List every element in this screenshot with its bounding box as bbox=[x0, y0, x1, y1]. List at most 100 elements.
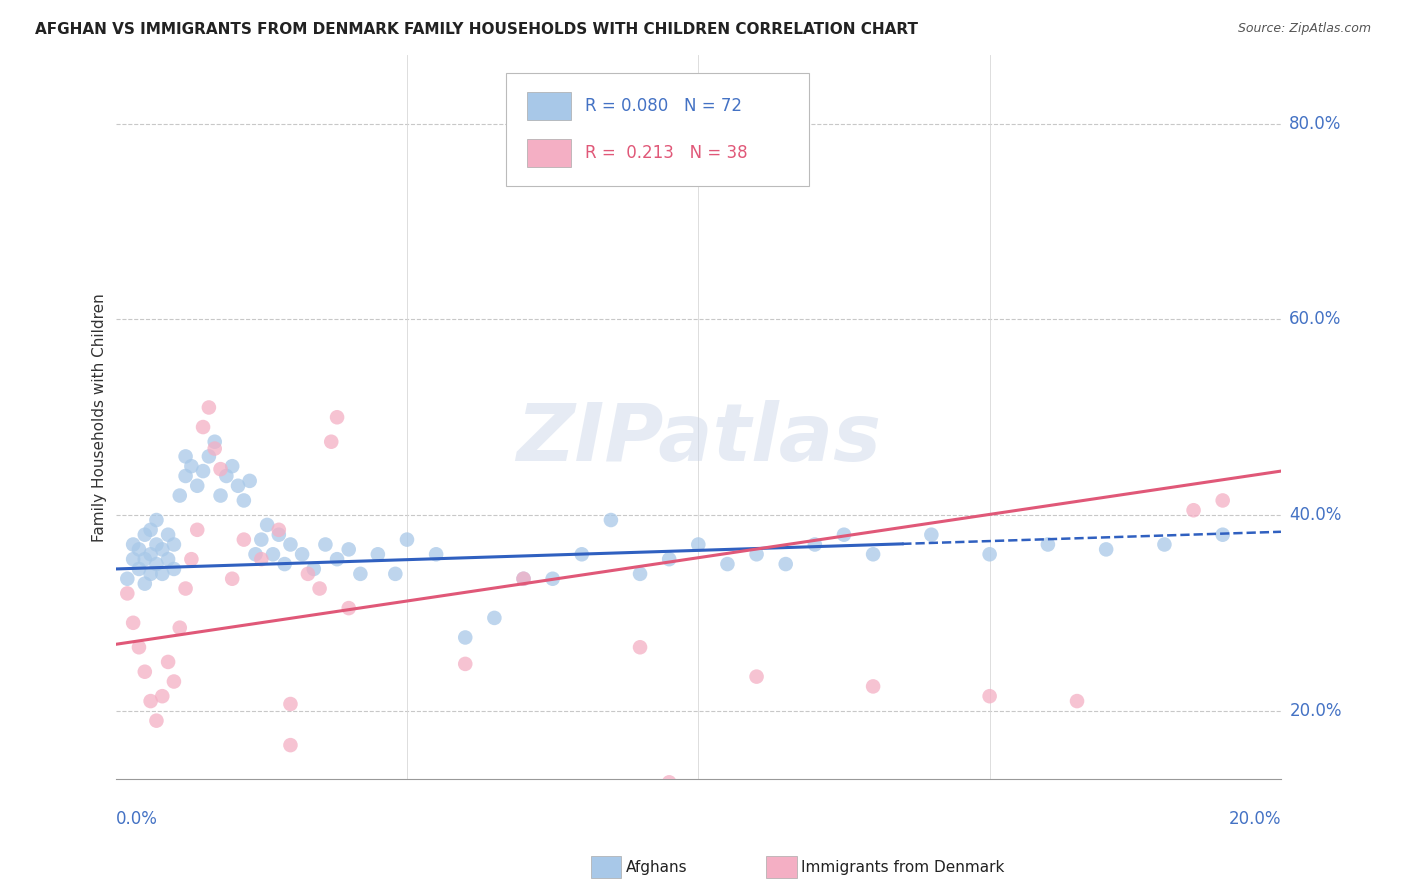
Point bbox=[163, 562, 186, 576]
Text: R =  0.213   N = 38: R = 0.213 N = 38 bbox=[585, 144, 748, 162]
Text: Source: ZipAtlas.com: Source: ZipAtlas.com bbox=[1237, 22, 1371, 36]
Point bbox=[117, 572, 139, 586]
Point bbox=[1212, 527, 1234, 541]
FancyBboxPatch shape bbox=[506, 73, 808, 186]
Point bbox=[157, 552, 180, 566]
Point bbox=[145, 513, 167, 527]
Point bbox=[267, 523, 290, 537]
Point bbox=[139, 694, 162, 708]
Point bbox=[337, 601, 360, 615]
Point bbox=[280, 537, 302, 551]
Text: Immigrants from Denmark: Immigrants from Denmark bbox=[801, 860, 1005, 874]
Point bbox=[221, 572, 243, 586]
Point bbox=[221, 459, 243, 474]
Point bbox=[198, 401, 221, 415]
Point bbox=[280, 738, 302, 752]
Point bbox=[716, 557, 738, 571]
Point bbox=[134, 576, 156, 591]
Point bbox=[145, 714, 167, 728]
Point bbox=[1066, 694, 1088, 708]
Point bbox=[157, 655, 180, 669]
Point bbox=[745, 670, 768, 684]
Point bbox=[186, 479, 208, 493]
Point bbox=[454, 631, 477, 645]
Point bbox=[571, 547, 593, 561]
Point bbox=[139, 523, 162, 537]
Point bbox=[134, 552, 156, 566]
Point bbox=[232, 493, 254, 508]
Point bbox=[239, 474, 262, 488]
Text: 80.0%: 80.0% bbox=[1289, 115, 1341, 133]
Point bbox=[484, 611, 506, 625]
Point bbox=[209, 489, 232, 503]
Point bbox=[145, 557, 167, 571]
Point bbox=[150, 566, 173, 581]
Point bbox=[191, 420, 214, 434]
Point bbox=[163, 537, 186, 551]
Text: Afghans: Afghans bbox=[626, 860, 688, 874]
Point bbox=[180, 459, 202, 474]
Point bbox=[174, 450, 197, 464]
Point bbox=[775, 557, 797, 571]
Point bbox=[512, 572, 534, 586]
Point bbox=[191, 464, 214, 478]
Point bbox=[267, 527, 290, 541]
Point bbox=[326, 552, 349, 566]
Point bbox=[1212, 493, 1234, 508]
Point bbox=[163, 674, 186, 689]
Text: 60.0%: 60.0% bbox=[1289, 310, 1341, 328]
Point bbox=[128, 562, 150, 576]
Point bbox=[349, 566, 371, 581]
Point bbox=[326, 410, 349, 425]
Point bbox=[804, 537, 827, 551]
Bar bbox=[527, 92, 571, 120]
Point bbox=[174, 582, 197, 596]
Point bbox=[395, 533, 418, 547]
Point bbox=[134, 527, 156, 541]
Point bbox=[128, 640, 150, 655]
Point bbox=[204, 442, 226, 456]
Point bbox=[1182, 503, 1205, 517]
Point bbox=[425, 547, 447, 561]
Point bbox=[117, 586, 139, 600]
Point bbox=[688, 537, 710, 551]
Point bbox=[262, 547, 284, 561]
Point bbox=[628, 566, 651, 581]
Point bbox=[256, 517, 278, 532]
Point bbox=[862, 680, 884, 694]
Text: 20.0%: 20.0% bbox=[1229, 810, 1281, 828]
Point bbox=[832, 527, 855, 541]
Point bbox=[169, 489, 191, 503]
Point bbox=[250, 533, 273, 547]
Point bbox=[1036, 537, 1059, 551]
Point bbox=[232, 533, 254, 547]
Point bbox=[658, 552, 681, 566]
Text: ZIPatlas: ZIPatlas bbox=[516, 400, 880, 478]
Point bbox=[321, 434, 343, 449]
Point bbox=[250, 552, 273, 566]
Point bbox=[139, 547, 162, 561]
Point bbox=[367, 547, 389, 561]
Point bbox=[920, 527, 942, 541]
Point bbox=[658, 775, 681, 789]
Point bbox=[1095, 542, 1118, 557]
Text: R = 0.080   N = 72: R = 0.080 N = 72 bbox=[585, 97, 742, 115]
Point bbox=[215, 469, 238, 483]
Point bbox=[628, 640, 651, 655]
Point bbox=[302, 562, 325, 576]
Point bbox=[979, 547, 1001, 561]
Point bbox=[337, 542, 360, 557]
Point bbox=[454, 657, 477, 671]
Point bbox=[1153, 537, 1175, 551]
Text: 0.0%: 0.0% bbox=[115, 810, 157, 828]
Point bbox=[291, 547, 314, 561]
Text: 20.0%: 20.0% bbox=[1289, 702, 1341, 720]
Bar bbox=[527, 139, 571, 167]
Point bbox=[297, 566, 319, 581]
Point bbox=[122, 552, 145, 566]
Point bbox=[198, 450, 221, 464]
Point bbox=[150, 542, 173, 557]
Point bbox=[157, 527, 180, 541]
Point bbox=[308, 582, 330, 596]
Point bbox=[122, 537, 145, 551]
